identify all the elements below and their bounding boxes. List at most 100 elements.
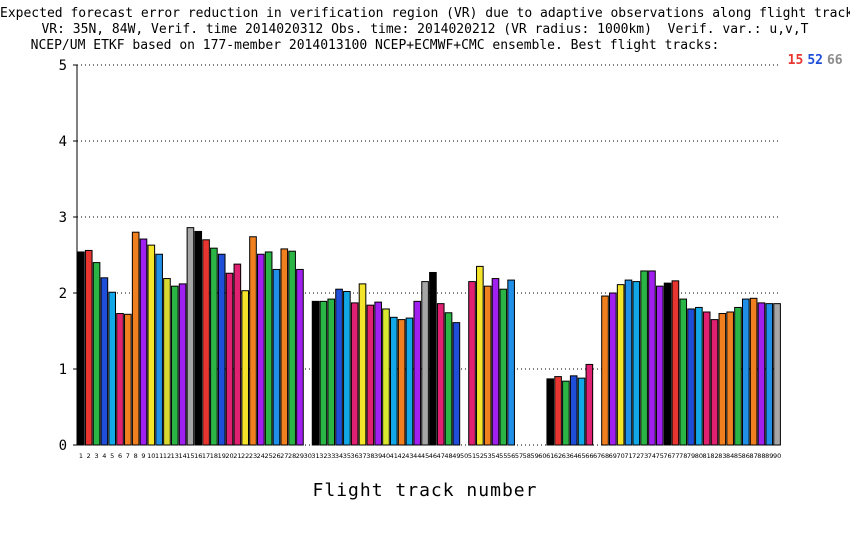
x-tick-label: 15 (186, 452, 194, 460)
x-tick-label: 35 (343, 452, 351, 460)
bar-24 (257, 253, 265, 446)
x-tick-label: 7 (126, 452, 130, 460)
bar-40 (382, 308, 390, 446)
best-track-1: 15 (787, 53, 804, 68)
bar-12 (163, 278, 171, 446)
x-tick-label: 61 (546, 452, 554, 460)
bar-53 (483, 285, 492, 446)
bar-20 (225, 272, 234, 446)
x-tick-label: 47 (437, 452, 445, 460)
bar-23 (249, 236, 257, 446)
bar-15 (186, 227, 195, 446)
bar-41 (389, 316, 398, 446)
x-tick-label: 71 (624, 452, 632, 460)
x-tick-label: 83 (718, 452, 726, 460)
bar-38 (366, 304, 375, 446)
bar-82 (710, 319, 719, 446)
x-tick-label: 85 (734, 452, 742, 460)
x-tick-label: 11 (155, 452, 163, 460)
x-tick-label: 4 (102, 452, 106, 460)
bar-27 (280, 248, 289, 446)
bar-54 (491, 278, 500, 446)
bar-48 (444, 312, 453, 446)
bar-9 (139, 238, 148, 446)
x-tick-label: 32 (319, 452, 327, 460)
x-tick-label: 28 (288, 452, 296, 460)
bar-83 (718, 313, 727, 446)
x-tick-label: 56 (507, 452, 515, 460)
bar-47 (436, 303, 445, 446)
x-tick-label: 84 (726, 452, 734, 460)
x-tick-label: 42 (397, 452, 405, 460)
y-tick-label: 2 (59, 286, 67, 302)
bar-52 (476, 265, 484, 446)
x-tick-label: 1 (79, 452, 83, 460)
y-tick-label: 4 (59, 134, 67, 150)
bar-87 (749, 297, 758, 446)
x-tick-label: 3 (94, 452, 98, 460)
x-tick-label: 50 (460, 452, 468, 460)
x-tick-label: 38 (366, 452, 374, 460)
x-tick-label: 65 (577, 452, 585, 460)
y-tick-label: 1 (59, 362, 67, 378)
x-tick-label: 45 (421, 452, 429, 460)
bar-65 (577, 377, 586, 446)
y-tick-label: 3 (59, 210, 67, 226)
bar-56 (507, 279, 515, 446)
x-tick-label: 19 (218, 452, 226, 460)
x-tick-label: 9 (141, 452, 145, 460)
bar-14 (178, 283, 187, 446)
x-tick-label: 10 (147, 452, 155, 460)
bar-28 (288, 250, 296, 446)
bar-17 (202, 239, 210, 446)
bar-77 (671, 280, 680, 446)
bar-2 (84, 249, 93, 446)
x-tick-label: 72 (632, 452, 640, 460)
bar-10 (147, 244, 156, 446)
best-tracks-legend: 15 52 66 (772, 38, 847, 68)
bar-74 (648, 270, 656, 446)
bar-72 (632, 281, 641, 446)
bar-86 (741, 298, 750, 446)
x-tick-label: 59 (530, 452, 538, 460)
x-tick-label: 67 (593, 452, 601, 460)
bar-22 (241, 290, 249, 446)
x-tick-label: 52 (476, 452, 484, 460)
bar-43 (405, 317, 414, 446)
x-tick-label: 5 (110, 452, 114, 460)
bar-88 (757, 302, 766, 446)
bar-66 (585, 363, 594, 446)
bar-73 (640, 270, 648, 446)
x-tick-label: 44 (413, 452, 421, 460)
x-tick-label: 13 (171, 452, 179, 460)
x-tick-label: 14 (178, 452, 186, 460)
bar-90 (773, 303, 781, 446)
bar-62 (554, 376, 562, 446)
x-tick-label: 30 (304, 452, 312, 460)
x-tick-label: 29 (296, 452, 304, 460)
bar-18 (210, 247, 218, 446)
bar-89 (765, 303, 774, 446)
bar-81 (702, 311, 711, 446)
x-tick-label: 6 (118, 452, 122, 460)
x-tick-label: 81 (703, 452, 711, 460)
x-tick-label: 16 (194, 452, 202, 460)
bar-4 (100, 277, 109, 446)
x-tick-label: 27 (280, 452, 288, 460)
bar-21 (233, 263, 242, 446)
x-tick-label: 73 (640, 452, 648, 460)
bar-84 (726, 311, 734, 446)
x-tick-label: 26 (272, 452, 280, 460)
bar-68 (601, 295, 609, 446)
x-tick-label: 25 (265, 452, 273, 460)
x-axis-label: Flight track number (312, 480, 538, 501)
x-tick-label: 54 (491, 452, 499, 460)
x-tick-label: 86 (742, 452, 750, 460)
x-tick-label: 36 (351, 452, 359, 460)
x-tick-label: 8 (134, 452, 138, 460)
x-tick-label: 39 (374, 452, 382, 460)
bar-36 (350, 302, 359, 446)
bar-42 (397, 319, 406, 446)
y-tick-label: 5 (59, 58, 67, 74)
